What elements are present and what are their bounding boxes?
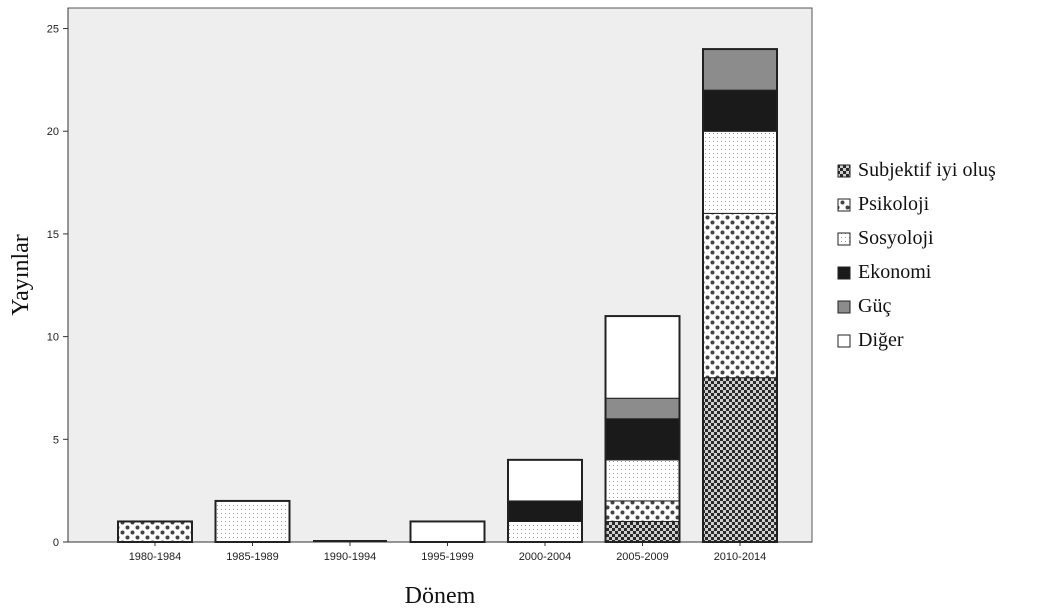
bar-segment <box>605 500 680 522</box>
bar-segment <box>605 315 680 399</box>
bar-segment <box>605 397 680 420</box>
legend-label: Sosyoloji <box>858 227 934 249</box>
y-tick-label: 15 <box>47 229 59 241</box>
y-tick-label: 0 <box>53 537 59 549</box>
y-tick-label: 25 <box>47 24 59 36</box>
x-tick-label: 2005-2009 <box>616 551 669 563</box>
bar-segment <box>702 130 778 214</box>
bar-outline <box>117 520 193 544</box>
bar-segment <box>410 520 485 543</box>
legend-swatch <box>837 164 851 178</box>
x-tick-label: 1990-1994 <box>324 551 377 563</box>
y-axis-ticks: 0 5 10 15 20 25 <box>47 24 68 549</box>
bar-segment <box>507 459 583 502</box>
bar-outline <box>604 315 681 544</box>
legend: Subjektif iyi oluş Psikoloji Sosyoloji Ekon… <box>837 159 996 351</box>
y-axis-title: Yayınlar <box>8 234 34 316</box>
legend-swatch <box>837 232 851 246</box>
bar-segment <box>605 520 680 543</box>
bar-segment <box>702 89 778 132</box>
legend-label: Ekonomi <box>858 261 932 283</box>
legend-label: Güç <box>858 295 891 317</box>
bar-segment <box>117 520 193 543</box>
bars <box>117 48 778 544</box>
bar-segment <box>702 212 778 379</box>
legend-swatch <box>837 300 851 314</box>
bar-segment <box>215 500 290 543</box>
legend-label: Diğer <box>858 329 904 351</box>
bar-outline <box>409 520 486 544</box>
bar-outline <box>214 499 291 543</box>
x-tick-label: 1995-1999 <box>421 551 474 563</box>
legend-label: Psikoloji <box>858 193 930 215</box>
bar-outline <box>507 458 583 544</box>
bar-segment <box>702 48 778 91</box>
bar-segment <box>605 459 680 502</box>
y-tick-label: 20 <box>47 126 59 138</box>
y-tick-label: 10 <box>47 332 59 344</box>
bar-outline <box>702 48 778 543</box>
legend-swatch <box>837 198 851 212</box>
x-tick-label: 2000-2004 <box>519 551 572 563</box>
bar-segment <box>507 500 583 522</box>
x-axis-title: Dönem <box>405 583 476 609</box>
x-tick-label: 1985-1989 <box>226 551 279 563</box>
x-axis-ticks: 1980-1984 1985-1989 1990-1994 1995-1999 2000… <box>129 542 767 563</box>
bar-segment <box>702 377 778 543</box>
bar-segment <box>507 520 583 543</box>
x-tick-label: 2010-2014 <box>714 551 767 563</box>
legend-swatch <box>837 334 851 348</box>
legend-label: Subjektif iyi oluş <box>858 159 996 181</box>
legend-swatch <box>837 266 851 280</box>
plot-area <box>67 7 813 543</box>
y-tick-label: 5 <box>53 434 59 446</box>
x-tick-label: 1980-1984 <box>129 551 182 563</box>
bar-segment <box>605 418 680 461</box>
